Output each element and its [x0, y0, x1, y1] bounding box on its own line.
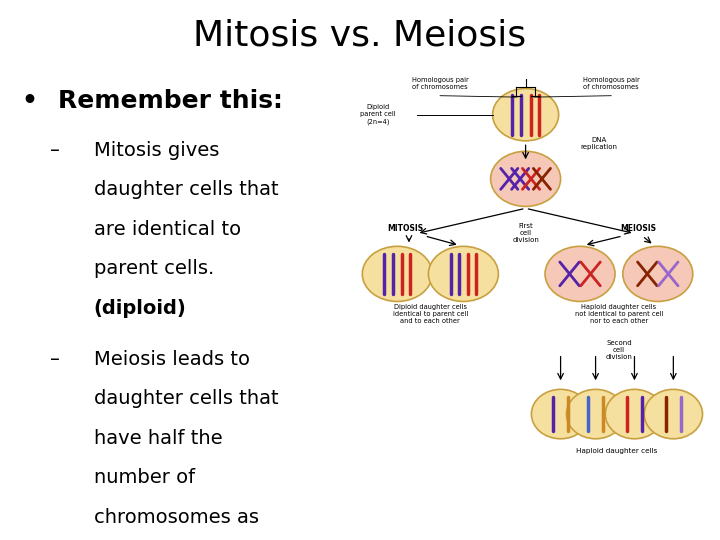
- Text: Haploid daughter cells
not identical to parent cell
nor to each other: Haploid daughter cells not identical to …: [575, 304, 663, 325]
- Text: Homologous pair
of chromosomes: Homologous pair of chromosomes: [412, 77, 469, 90]
- Text: parent cells.: parent cells.: [94, 259, 214, 278]
- Ellipse shape: [623, 246, 693, 301]
- Text: MEIOSIS: MEIOSIS: [621, 224, 657, 233]
- Text: Haploid daughter cells: Haploid daughter cells: [576, 448, 657, 454]
- Text: –: –: [50, 350, 60, 369]
- Text: are identical to: are identical to: [94, 220, 240, 239]
- Ellipse shape: [531, 389, 590, 439]
- Text: number of: number of: [94, 468, 194, 487]
- Text: –: –: [50, 141, 60, 160]
- Ellipse shape: [492, 89, 559, 141]
- Text: •: •: [22, 89, 37, 112]
- Ellipse shape: [362, 246, 432, 301]
- Text: Diploid daughter cells
identical to parent cell
and to each other: Diploid daughter cells identical to pare…: [392, 304, 468, 325]
- Text: Second
cell
division: Second cell division: [606, 340, 632, 360]
- Text: (diploid): (diploid): [94, 299, 186, 318]
- Text: Mitosis gives: Mitosis gives: [94, 141, 219, 160]
- Text: Mitosis vs. Meiosis: Mitosis vs. Meiosis: [194, 18, 526, 52]
- Ellipse shape: [490, 151, 561, 206]
- Ellipse shape: [567, 389, 625, 439]
- Ellipse shape: [606, 389, 664, 439]
- Text: Remember this:: Remember this:: [58, 89, 282, 112]
- Text: Meiosis leads to: Meiosis leads to: [94, 350, 250, 369]
- Text: have half the: have half the: [94, 429, 222, 448]
- Text: chromosomes as: chromosomes as: [94, 508, 258, 526]
- Text: DNA
replication: DNA replication: [580, 137, 617, 150]
- Text: Diploid
parent cell
(2n=4): Diploid parent cell (2n=4): [360, 104, 396, 125]
- Ellipse shape: [428, 246, 498, 301]
- Text: MITOSIS: MITOSIS: [387, 224, 423, 233]
- Text: daughter cells that: daughter cells that: [94, 389, 278, 408]
- Text: daughter cells that: daughter cells that: [94, 180, 278, 199]
- Ellipse shape: [545, 246, 615, 301]
- Text: Homologous pair
of chromosomes: Homologous pair of chromosomes: [582, 77, 639, 90]
- Ellipse shape: [644, 389, 703, 439]
- Text: First
cell
division: First cell division: [512, 224, 539, 244]
